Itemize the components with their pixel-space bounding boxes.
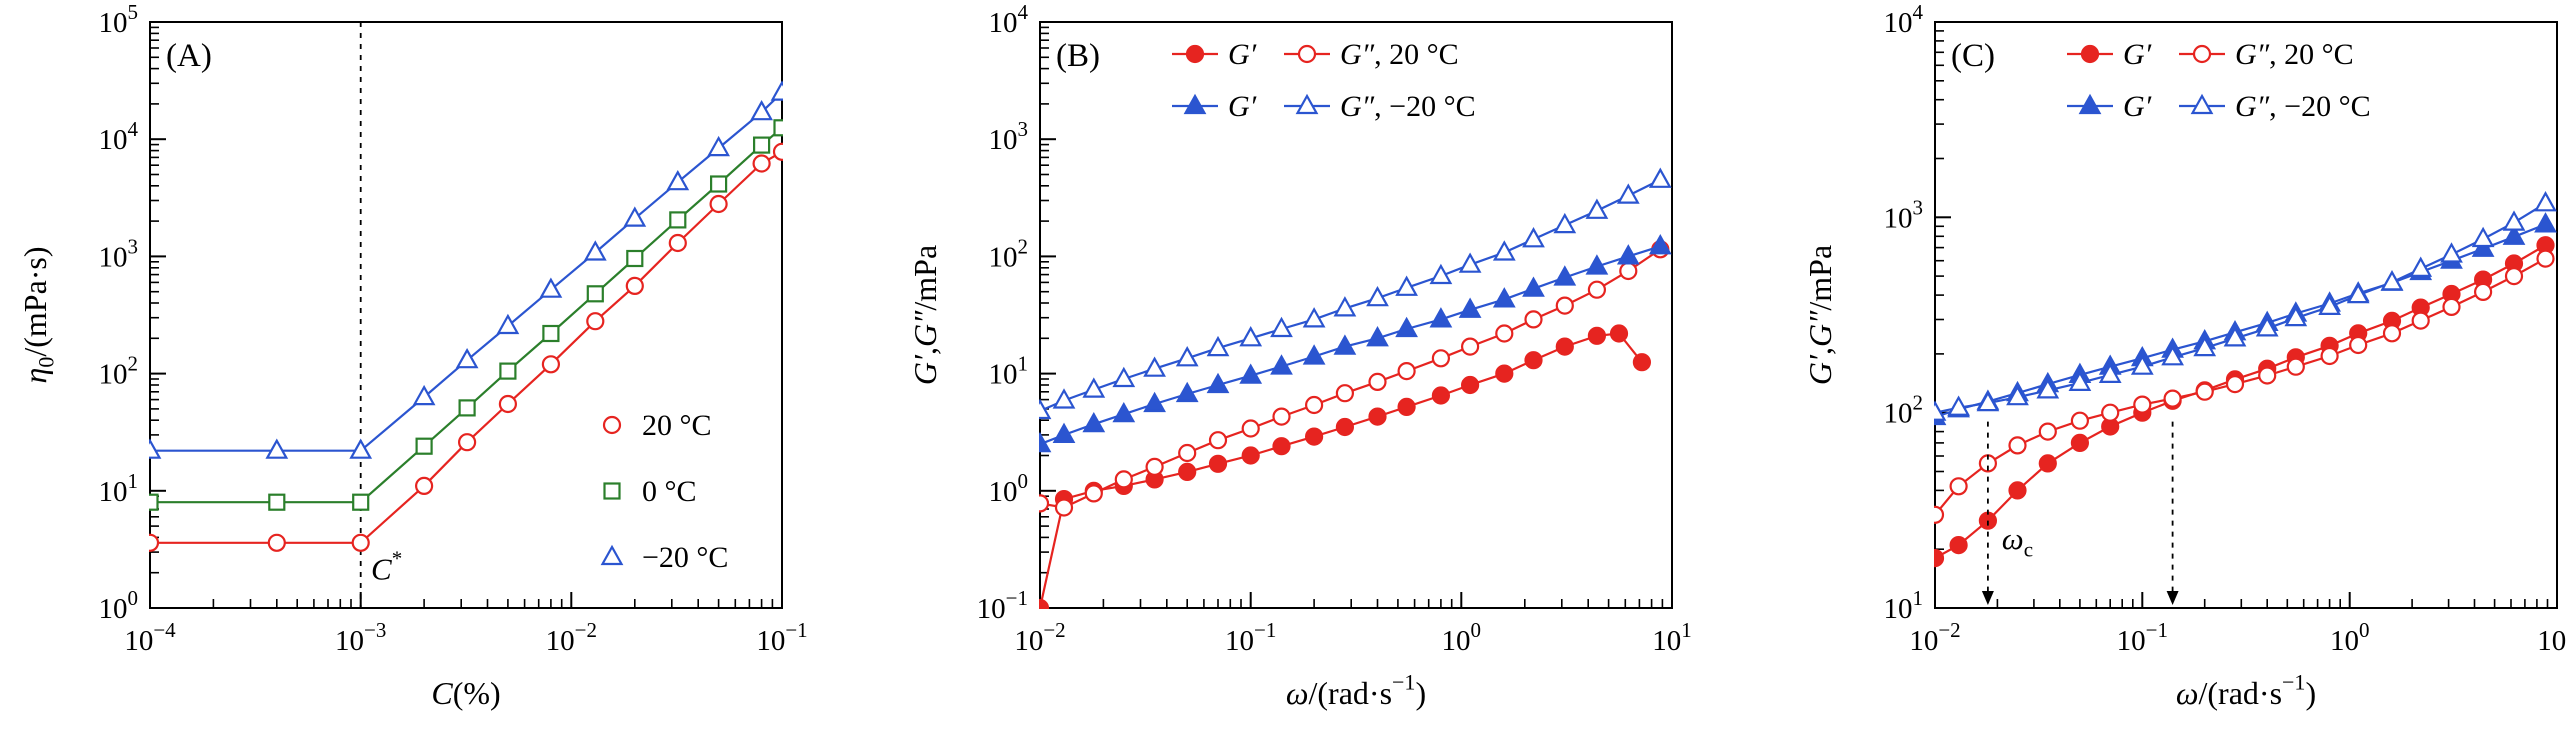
legend-label: G′ bbox=[2123, 90, 2152, 123]
legend-label: −20 °C bbox=[642, 541, 728, 574]
svg-text:105: 105 bbox=[99, 0, 139, 39]
legend-label: G″, 20 °C bbox=[1340, 38, 1459, 71]
svg-text:101: 101 bbox=[2537, 618, 2567, 657]
legend-label: G′ bbox=[2123, 38, 2152, 71]
y-axis-label: G′,G″/mPa bbox=[907, 245, 943, 385]
svg-text:104: 104 bbox=[989, 0, 1029, 39]
svg-text:100: 100 bbox=[1442, 618, 1482, 657]
legend-label: 0 °C bbox=[642, 475, 697, 508]
svg-text:104: 104 bbox=[99, 117, 139, 156]
panel-a: 10−4 10−3 10−2 10−1 100 101 102 103 104 105 C(%) η0… bbox=[17, 0, 808, 711]
svg-text:10−3: 10−3 bbox=[335, 618, 386, 657]
y-axis-label: G′,G″/mPa bbox=[1802, 245, 1838, 385]
svg-text:10−1: 10−1 bbox=[2117, 618, 2168, 657]
svg-text:100: 100 bbox=[2330, 618, 2370, 657]
svg-text:101: 101 bbox=[99, 469, 139, 508]
x-axis-label: C(%) bbox=[431, 675, 500, 711]
svg-text:102: 102 bbox=[989, 234, 1029, 273]
y-axis-label: η0/(mPa·s) bbox=[17, 246, 59, 383]
x-axis-label: ω/(rad·s−1) bbox=[2176, 670, 2316, 711]
svg-text:100: 100 bbox=[989, 469, 1029, 508]
svg-text:10−1: 10−1 bbox=[756, 618, 807, 657]
legend-label: G″, −20 °C bbox=[1340, 90, 1476, 123]
svg-text:104: 104 bbox=[1884, 0, 1924, 39]
panel-b: 10−2 10−1 100 10110−1100101102103104ω/(rad·… bbox=[907, 0, 1692, 711]
legend-label: G′ bbox=[1228, 38, 1257, 71]
annotation-label: C* bbox=[371, 547, 402, 587]
legend-label: G″, −20 °C bbox=[2235, 90, 2371, 123]
svg-text:101: 101 bbox=[1652, 618, 1692, 657]
svg-text:101: 101 bbox=[989, 352, 1029, 391]
svg-text:10−4: 10−4 bbox=[124, 618, 176, 657]
svg-text:10−1: 10−1 bbox=[1225, 618, 1276, 657]
panel-c: 10−2 10−1 100 101 101 102 103 104 ω/(rad·s−1) G′,… bbox=[1802, 0, 2567, 711]
svg-text:101: 101 bbox=[1884, 586, 1924, 625]
legend-label: G″, 20 °C bbox=[2235, 38, 2354, 71]
series-group bbox=[149, 80, 783, 552]
svg-text:10−2: 10−2 bbox=[1014, 618, 1065, 657]
panel-letter: (C) bbox=[1951, 38, 1995, 74]
svg-text:10−2: 10−2 bbox=[1909, 618, 1960, 657]
panel-letter: (A) bbox=[166, 38, 212, 74]
x-axis-label: ω/(rad·s−1) bbox=[1286, 670, 1426, 711]
series-group bbox=[1934, 191, 2557, 568]
svg-text:103: 103 bbox=[989, 117, 1029, 156]
svg-text:103: 103 bbox=[1884, 195, 1924, 234]
legend-label: G′ bbox=[1228, 90, 1257, 123]
svg-text:103: 103 bbox=[99, 234, 139, 273]
panel-letter: (B) bbox=[1056, 38, 1100, 74]
svg-text:102: 102 bbox=[1884, 391, 1924, 430]
legend-label: 20 °C bbox=[642, 409, 712, 442]
svg-text:10−1: 10−1 bbox=[977, 586, 1028, 625]
svg-text:10−2: 10−2 bbox=[546, 618, 597, 657]
annotation-label: ωc bbox=[2002, 521, 2033, 561]
svg-text:100: 100 bbox=[99, 586, 139, 625]
series-group bbox=[1039, 167, 1672, 609]
svg-text:102: 102 bbox=[99, 352, 139, 391]
